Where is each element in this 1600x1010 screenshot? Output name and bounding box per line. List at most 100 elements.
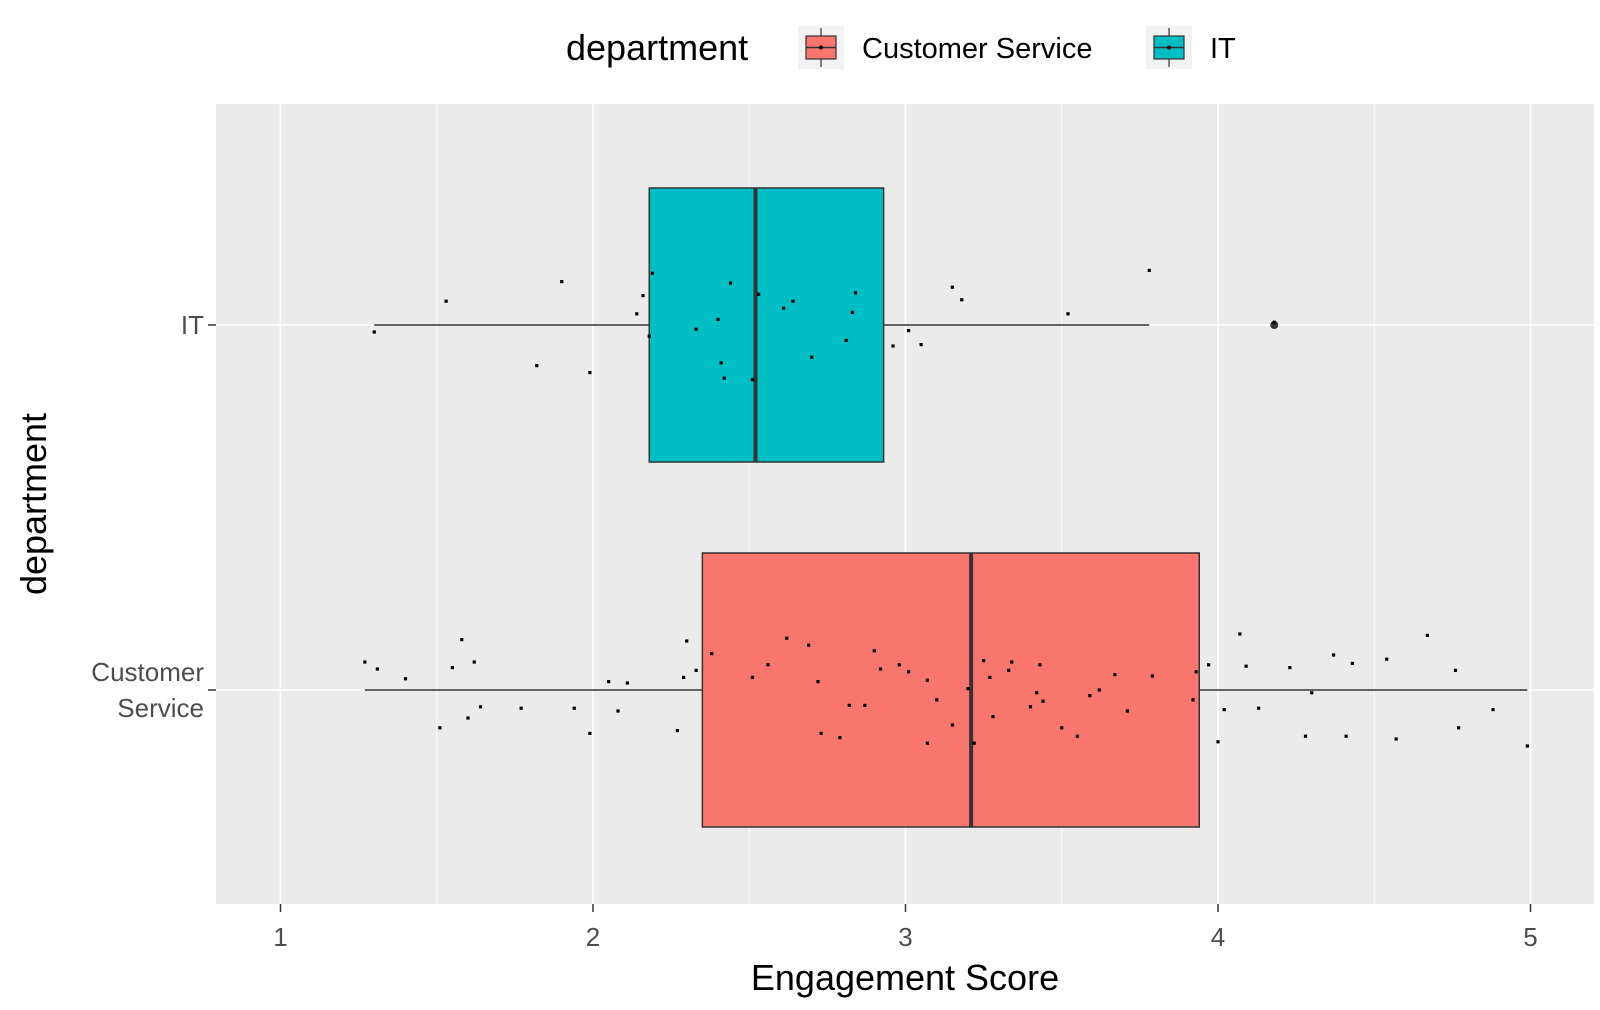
y-tick-label-line: Customer: [91, 657, 204, 687]
data-point: [853, 291, 858, 295]
data-point: [838, 736, 842, 740]
data-point: [478, 705, 483, 709]
data-point: [647, 334, 651, 338]
data-point: [816, 680, 820, 684]
data-point: [1303, 734, 1308, 738]
y-tick-label-line: IT: [181, 310, 204, 340]
data-point: [1457, 726, 1461, 730]
x-tick-label: 3: [898, 922, 912, 952]
data-point: [791, 299, 795, 303]
data-point: [850, 310, 854, 314]
data-point: [766, 663, 770, 667]
data-point: [750, 675, 754, 679]
data-point: [1191, 698, 1195, 702]
jitter-points: [363, 268, 1529, 748]
data-point: [757, 292, 761, 296]
data-point: [1088, 694, 1092, 698]
data-point: [925, 741, 929, 745]
data-point: [519, 706, 523, 710]
data-point: [907, 329, 911, 333]
data-point: [1028, 705, 1033, 709]
data-point: [1147, 268, 1151, 272]
data-point: [919, 343, 923, 347]
data-point: [560, 280, 564, 284]
data-point: [607, 680, 611, 684]
data-point: [466, 716, 470, 720]
data-point: [1125, 709, 1129, 713]
data-point: [710, 652, 714, 656]
data-point: [635, 312, 639, 316]
data-point: [972, 741, 976, 745]
data-point: [878, 667, 883, 671]
data-point: [363, 660, 367, 664]
data-point: [1194, 670, 1198, 674]
data-point: [1350, 661, 1354, 665]
data-point: [1066, 312, 1070, 316]
x-axis: 1 2 3 4 5: [273, 904, 1538, 952]
data-point: [810, 355, 814, 359]
data-point: [1150, 674, 1154, 678]
data-point: [966, 687, 970, 691]
data-point: [982, 659, 986, 663]
data-point: [728, 281, 733, 285]
data-point: [572, 706, 576, 710]
box-iqr: [701, 552, 1200, 828]
data-point: [694, 327, 698, 331]
data-point: [950, 285, 954, 289]
data-point: [935, 698, 939, 702]
data-point: [950, 723, 954, 727]
data-point: [722, 376, 726, 380]
data-point: [1207, 663, 1211, 667]
data-point: [444, 299, 448, 303]
legend-label-it: IT: [1210, 33, 1236, 65]
data-point: [988, 675, 992, 679]
box-iqr: [648, 187, 885, 463]
data-point: [891, 344, 895, 348]
data-point: [907, 670, 911, 674]
data-point: [819, 731, 823, 735]
data-point: [1385, 657, 1389, 661]
data-point: [1060, 726, 1064, 730]
boxplot-it: [374, 187, 1279, 463]
data-point: [1332, 653, 1336, 657]
data-point: [1288, 666, 1292, 670]
data-point: [1035, 691, 1039, 695]
data-point: [863, 703, 867, 707]
data-point: [719, 361, 723, 365]
data-point: [438, 726, 442, 730]
data-point: [641, 294, 645, 298]
data-point: [897, 663, 901, 667]
data-point: [625, 681, 629, 685]
data-point: [535, 364, 539, 368]
data-point: [1491, 708, 1495, 712]
data-point: [807, 643, 811, 647]
data-point: [1257, 706, 1261, 710]
data-point: [650, 271, 654, 275]
data-point: [1394, 737, 1398, 741]
data-point: [1097, 688, 1101, 692]
y-tick-label: IT: [181, 310, 204, 340]
data-point: [750, 378, 754, 382]
legend-label-customer-service: Customer Service: [862, 33, 1092, 65]
x-tick-label: 4: [1211, 922, 1225, 952]
data-point: [616, 709, 620, 713]
data-point: [1010, 660, 1014, 664]
data-point: [872, 649, 876, 653]
data-point: [588, 731, 592, 735]
data-point: [925, 678, 929, 682]
y-axis-title: department: [13, 413, 54, 595]
data-point: [472, 660, 476, 664]
data-point: [375, 667, 379, 671]
data-point: [682, 675, 686, 679]
boxplots: [364, 187, 1528, 828]
data-point: [716, 317, 720, 321]
outlier-point: [1270, 321, 1279, 329]
y-tick-label-line: Service: [117, 693, 204, 723]
data-point: [1453, 668, 1458, 672]
data-point: [372, 330, 376, 334]
data-point: [960, 298, 964, 302]
data-point: [1425, 633, 1429, 637]
data-point: [847, 703, 851, 707]
data-point: [694, 668, 698, 672]
